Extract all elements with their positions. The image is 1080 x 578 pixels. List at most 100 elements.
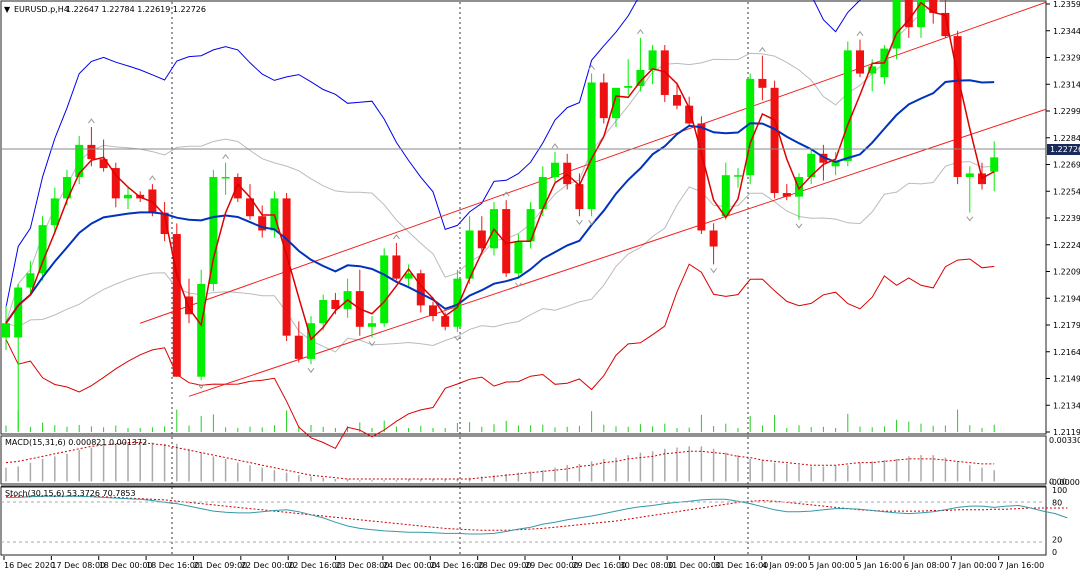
candle-body	[904, 0, 913, 28]
candle-body	[770, 87, 779, 194]
candle-body	[843, 50, 852, 161]
envelope-lower	[5, 161, 995, 353]
time-tick-label: 23 Dec 08:00	[336, 561, 390, 570]
ma-fast-line	[5, 1, 995, 341]
candle-body	[624, 86, 633, 88]
candle-body	[50, 198, 59, 226]
candle-body	[941, 12, 950, 37]
candle-body	[465, 230, 474, 279]
candle-body	[246, 198, 254, 217]
candle-body	[368, 323, 376, 327]
moving-averages	[5, 1, 995, 341]
candle-body	[124, 194, 132, 199]
price-tick-label: 1.21340	[1053, 401, 1080, 410]
candle-body	[380, 255, 389, 324]
candle-body	[14, 287, 23, 338]
price-tick-label: 1.21640	[1053, 348, 1080, 357]
stoch-tick-label: 80	[1052, 498, 1062, 507]
current-price-tag: 1.22726	[1047, 144, 1080, 155]
candle-body	[258, 216, 267, 231]
candle-body	[87, 144, 96, 160]
time-tick-label: 29 Dec 00:00	[525, 561, 579, 570]
candle-body	[453, 278, 462, 327]
candle-body	[294, 335, 303, 359]
volume-bars	[5, 409, 995, 432]
candle-body	[685, 105, 694, 124]
fractal-up-icon	[393, 234, 400, 240]
macd-title: MACD(15,31,6) 0.000821 0.001372	[5, 438, 147, 447]
stoch-levels	[1, 501, 1046, 543]
candle-body	[63, 176, 71, 199]
price-tick-label: 1.22840	[1053, 134, 1080, 143]
dropdown-arrow-icon[interactable]: ▼	[4, 5, 11, 14]
candle-body	[965, 173, 974, 177]
candle-body	[331, 300, 340, 309]
fractal-down-icon	[588, 219, 595, 226]
time-tick-label: 24 Dec 16:00	[430, 561, 484, 570]
candle-body	[795, 176, 803, 197]
time-tick-label: 30 Dec 08:00	[620, 561, 674, 570]
candle-body	[282, 198, 291, 336]
time-tick-label: 5 Jan 16:00	[857, 561, 903, 570]
time-tick-label: 5 Jan 00:00	[809, 561, 855, 570]
candle-body	[599, 82, 608, 119]
bollinger-lower	[5, 258, 995, 450]
fractal-up-icon	[856, 30, 864, 36]
price-tick-label: 1.22390	[1053, 214, 1080, 223]
time-tick-label: 31 Dec 00:00	[667, 561, 721, 570]
candle-body	[538, 176, 547, 210]
candle-body	[575, 184, 584, 210]
candle-body	[856, 50, 864, 74]
fractal-down-icon	[197, 383, 205, 390]
candle-body	[2, 323, 10, 338]
bollinger-bands	[5, 0, 995, 450]
time-tick-label: 22 Dec 00:00	[241, 561, 295, 570]
candle-body	[75, 144, 84, 177]
candle-body	[551, 162, 559, 177]
time-tick-label: 4 Jan 09:00	[762, 561, 808, 570]
candle-body	[477, 230, 486, 249]
candle-body	[392, 255, 401, 279]
candle-body	[404, 273, 413, 279]
panel-frames	[0, 0, 1047, 556]
time-tick-label: 18 Dec 16:00	[146, 561, 200, 570]
time-tick-label: 7 Jan 00:00	[951, 561, 997, 570]
fractal-up-icon	[759, 46, 766, 53]
fractal-down-icon	[710, 268, 717, 274]
time-tick-label: 18 Dec 00:00	[99, 561, 153, 570]
price-tick-label: 1.22990	[1053, 107, 1080, 116]
fractal-down-icon	[966, 216, 974, 222]
bollinger-upper	[5, 0, 861, 308]
fractal-down-icon	[307, 367, 315, 374]
candle-body	[990, 157, 999, 172]
candle-body	[172, 234, 181, 377]
candle-body	[429, 305, 437, 317]
candle-body	[953, 36, 962, 177]
stoch-main	[6, 495, 1068, 535]
candle-body	[185, 296, 193, 315]
channel-lower-line	[188, 108, 1047, 397]
fractal-down-icon	[368, 341, 376, 347]
price-tick-label: 1.23290	[1053, 54, 1080, 63]
fractal-down-icon	[454, 335, 461, 341]
envelope-upper	[5, 0, 942, 324]
candle-body	[416, 273, 425, 306]
time-tick-label: 21 Dec 09:00	[193, 561, 247, 570]
candle-body	[38, 225, 47, 274]
price-tick-label: 1.23590	[1053, 0, 1080, 9]
time-tick-label: 16 Dec 2020	[4, 561, 55, 570]
candle-body	[587, 82, 596, 210]
current-price-label: 1.22726	[1050, 145, 1080, 154]
candle-body	[697, 123, 706, 231]
candle-body	[526, 209, 535, 242]
candle-body	[502, 209, 511, 274]
stoch-tick-label: 20	[1052, 536, 1062, 545]
stoch-tick-label: 100	[1052, 486, 1067, 495]
fractal-down-icon	[795, 223, 803, 229]
stoch-axis: 100 80 20 0	[1052, 486, 1067, 557]
time-tick-label: 28 Dec 09:00	[478, 561, 532, 570]
price-tick-label: 1.21940	[1053, 294, 1080, 303]
fractal-up-icon	[588, 64, 595, 70]
candle-body	[746, 78, 755, 176]
